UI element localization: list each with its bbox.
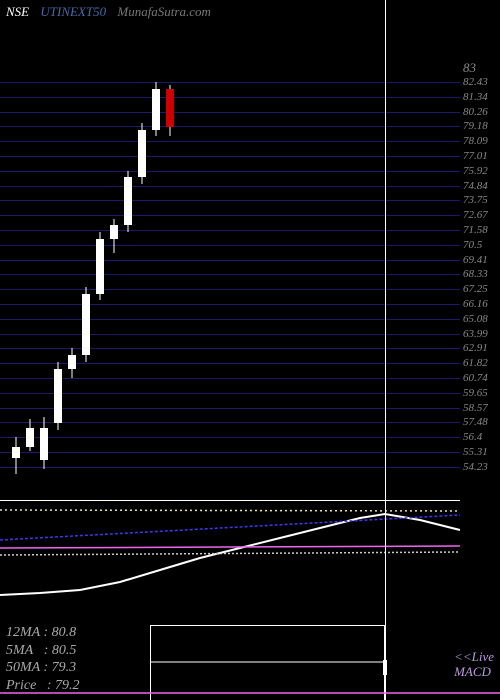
- y-tick-label: 82.43: [463, 76, 488, 88]
- y-tick-label: 81.34: [463, 91, 488, 103]
- y-tick-label: 77.01: [463, 150, 488, 162]
- y-tick-label: 61.82: [463, 357, 488, 369]
- y-tick-label: 58.57: [463, 402, 488, 414]
- y-tick-label: 79.18: [463, 120, 488, 132]
- y-tick-label: 74.84: [463, 180, 488, 192]
- site-label: MunafaSutra.com: [117, 4, 211, 19]
- y-tick-label: 55.31: [463, 446, 488, 458]
- info-row: 50MA : 79.3: [6, 659, 80, 677]
- ma-info-box: 12MA : 80.8 5MA : 80.5 50MA : 79.3 Price…: [6, 624, 80, 694]
- y-tick-label: 65.08: [463, 313, 488, 325]
- y-tick-label: 67.25: [463, 283, 488, 295]
- y-tick-label: 66.16: [463, 298, 488, 310]
- y-tick-label: 70.5: [463, 239, 482, 251]
- y-tick-label: 57.48: [463, 416, 488, 428]
- y-tick-label: 56.4: [463, 431, 482, 443]
- y-axis-top-label: 83: [463, 60, 476, 76]
- y-tick-label: 54.23: [463, 461, 488, 473]
- info-row: 12MA : 80.8: [6, 624, 80, 642]
- y-tick-label: 63.99: [463, 328, 488, 340]
- y-tick-label: 68.33: [463, 268, 488, 280]
- y-tick-label: 60.74: [463, 372, 488, 384]
- macd-bars: [0, 0, 460, 700]
- info-row: Price : 79.2: [6, 677, 80, 695]
- y-tick-label: 73.75: [463, 194, 488, 206]
- live-macd-label: <<Live MACD: [454, 649, 494, 680]
- exchange-label: NSE: [6, 4, 29, 19]
- symbol-label: UTINEXT50: [40, 4, 106, 19]
- y-tick-label: 78.09: [463, 135, 488, 147]
- y-tick-label: 75.92: [463, 165, 488, 177]
- y-tick-label: 69.41: [463, 254, 488, 266]
- y-tick-label: 71.58: [463, 224, 488, 236]
- y-tick-label: 62.91: [463, 342, 488, 354]
- y-tick-label: 72.67: [463, 209, 488, 221]
- y-tick-label: 59.65: [463, 387, 488, 399]
- chart-header: NSE UTINEXT50 MunafaSutra.com: [6, 4, 219, 20]
- y-tick-label: 80.26: [463, 106, 488, 118]
- info-row: 5MA : 80.5: [6, 642, 80, 660]
